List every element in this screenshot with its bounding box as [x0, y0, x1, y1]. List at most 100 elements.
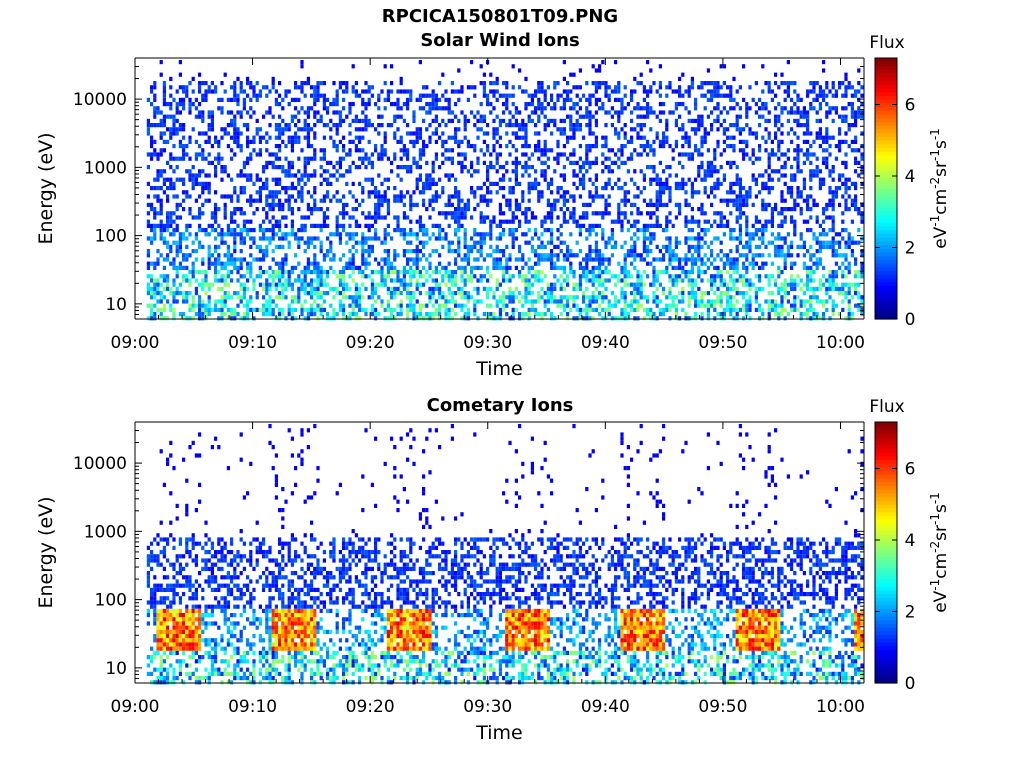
- spectrogram-cell: [639, 190, 643, 195]
- spectrogram-cell: [556, 156, 560, 161]
- spectrogram-cell: [540, 286, 544, 291]
- spectrogram-cell: [214, 228, 218, 233]
- spectrogram-cell: [559, 282, 563, 287]
- spectrogram-cell: [383, 236, 387, 241]
- figure-title: RPCICA150801T09.PNG: [381, 6, 619, 27]
- spectrogram-cell: [623, 307, 627, 312]
- spectrogram-cell: [159, 72, 163, 77]
- spectrogram-cell: [646, 236, 650, 241]
- spectrogram-cell: [268, 265, 272, 270]
- spectrogram-cell: [258, 257, 262, 262]
- spectrogram-cell: [338, 274, 342, 279]
- spectrogram-cell: [550, 236, 554, 241]
- spectrogram-cell: [710, 190, 714, 195]
- spectrogram-cell: [268, 228, 272, 233]
- spectrogram-cell: [159, 274, 163, 279]
- spectrogram-cell: [409, 291, 413, 296]
- spectrogram-cell: [150, 144, 154, 149]
- spectrogram-cell: [457, 127, 461, 132]
- spectrogram-cell: [591, 278, 595, 283]
- spectrogram-cell: [543, 215, 547, 220]
- spectrogram-cell: [594, 186, 598, 191]
- spectrogram-cell: [610, 106, 614, 111]
- spectrogram-cell: [431, 249, 435, 254]
- spectrogram-cell: [550, 312, 554, 317]
- spectrogram-cell: [594, 135, 598, 140]
- spectrogram-cell: [684, 219, 688, 224]
- spectrogram-cell: [214, 135, 218, 140]
- spectrogram-cell: [546, 282, 550, 287]
- spectrogram-cell: [578, 156, 582, 161]
- spectrogram-cell: [214, 207, 218, 212]
- spectrogram-cell: [620, 198, 624, 203]
- spectrogram-cell: [268, 312, 272, 317]
- spectrogram-cell: [636, 282, 640, 287]
- spectrogram-cell: [415, 139, 419, 144]
- spectrogram-cell: [594, 274, 598, 279]
- spectrogram-cell: [655, 316, 659, 321]
- spectrogram-cell: [210, 228, 214, 233]
- spectrogram-cell: [604, 278, 608, 283]
- spectrogram-cell: [217, 139, 221, 144]
- spectrogram-cell: [354, 148, 358, 153]
- spectrogram-cell: [668, 257, 672, 262]
- spectrogram-cell: [223, 211, 227, 216]
- spectrogram-cell: [687, 282, 691, 287]
- spectrogram-cell: [380, 181, 384, 186]
- spectrogram-cell: [377, 97, 381, 102]
- spectrogram-cell: [540, 152, 544, 157]
- spectrogram-cell: [358, 135, 362, 140]
- spectrogram-cell: [719, 110, 723, 115]
- spectrogram-cell: [374, 202, 378, 207]
- spectrogram-cell: [697, 265, 701, 270]
- spectrogram-cell: [601, 291, 605, 296]
- spectrogram-cell: [297, 286, 301, 291]
- spectrogram-cell: [598, 97, 602, 102]
- spectrogram-cell: [790, 173, 794, 178]
- spectrogram-cell: [492, 89, 496, 94]
- spectrogram-cell: [182, 106, 186, 111]
- spectrogram-cell: [386, 177, 390, 182]
- spectrogram-cell: [642, 97, 646, 102]
- spectrogram-cell: [191, 186, 195, 191]
- spectrogram-cell: [178, 60, 182, 65]
- spectrogram-cell: [546, 123, 550, 128]
- spectrogram-cell: [457, 190, 461, 195]
- spectrogram-cell: [342, 135, 346, 140]
- spectrogram-cell: [758, 219, 762, 224]
- spectrogram-cell: [502, 303, 506, 308]
- spectrogram-cell: [646, 60, 650, 65]
- spectrogram-cell: [175, 127, 179, 132]
- spectrogram-cell: [383, 257, 387, 262]
- spectrogram-cell: [255, 127, 259, 132]
- spectrogram-cell: [434, 270, 438, 275]
- spectrogram-cell: [738, 148, 742, 153]
- spectrogram-cell: [700, 236, 704, 241]
- spectrogram-cell: [236, 110, 240, 115]
- spectrogram-cell: [623, 85, 627, 90]
- spectrogram-cell: [572, 127, 576, 132]
- spectrogram-cell: [585, 253, 589, 258]
- spectrogram-cell: [774, 131, 778, 136]
- spectrogram-cell: [210, 215, 214, 220]
- spectrogram-cell: [582, 160, 586, 165]
- spectrogram-cell: [415, 265, 419, 270]
- spectrogram-cell: [342, 81, 346, 86]
- spectrogram-cell: [473, 232, 477, 237]
- spectrogram-cell: [466, 85, 470, 90]
- spectrogram-cell: [732, 303, 736, 308]
- spectrogram-cell: [486, 202, 490, 207]
- spectrogram-cell: [406, 123, 410, 128]
- spectrogram-cell: [236, 131, 240, 136]
- spectrogram-cell: [332, 110, 336, 115]
- spectrogram-cell: [543, 291, 547, 296]
- spectrogram-cell: [345, 295, 349, 300]
- spectrogram-cell: [185, 291, 189, 296]
- spectrogram-cell: [242, 274, 246, 279]
- spectrogram-cell: [169, 102, 173, 107]
- spectrogram-cell: [770, 148, 774, 153]
- spectrogram-cell: [588, 144, 592, 149]
- spectrogram-cell: [732, 316, 736, 321]
- spectrogram-cell: [342, 89, 346, 94]
- spectrogram-cell: [153, 291, 157, 296]
